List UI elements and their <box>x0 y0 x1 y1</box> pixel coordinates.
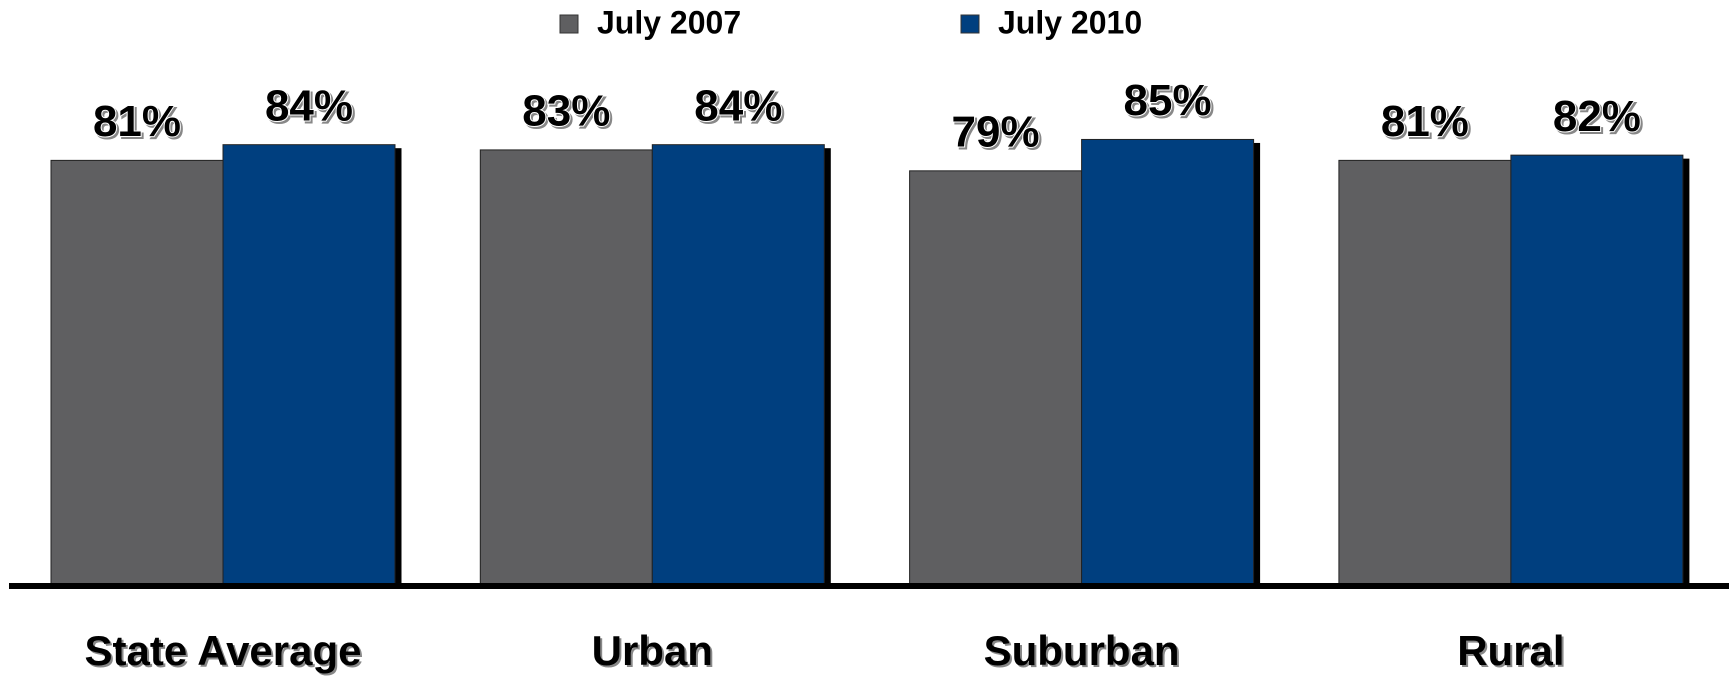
value-label: 81% <box>1381 97 1469 146</box>
bar <box>1081 138 1255 585</box>
bar <box>479 149 653 585</box>
bar <box>222 144 396 585</box>
x-tick-label: Rural <box>1457 627 1564 674</box>
x-tick-label: Suburban <box>984 627 1180 674</box>
value-label: 79% <box>952 107 1040 156</box>
bar <box>1510 154 1684 585</box>
value-label: 83% <box>522 87 610 136</box>
value-label: 85% <box>1124 76 1212 125</box>
legend-swatch <box>960 14 980 34</box>
bar <box>50 159 224 585</box>
x-tick-label: Urban <box>592 627 713 674</box>
bar <box>909 170 1083 585</box>
x-tick-label: State Average <box>84 627 361 674</box>
legend-label: July 2007 <box>597 4 741 40</box>
bar <box>651 144 825 585</box>
value-label: 82% <box>1553 92 1641 141</box>
value-label: 84% <box>694 81 782 130</box>
bar <box>1338 159 1512 585</box>
value-label: 84% <box>265 81 353 130</box>
legend-swatch <box>559 14 579 34</box>
value-label: 81% <box>93 97 181 146</box>
legend-label: July 2010 <box>998 4 1142 40</box>
